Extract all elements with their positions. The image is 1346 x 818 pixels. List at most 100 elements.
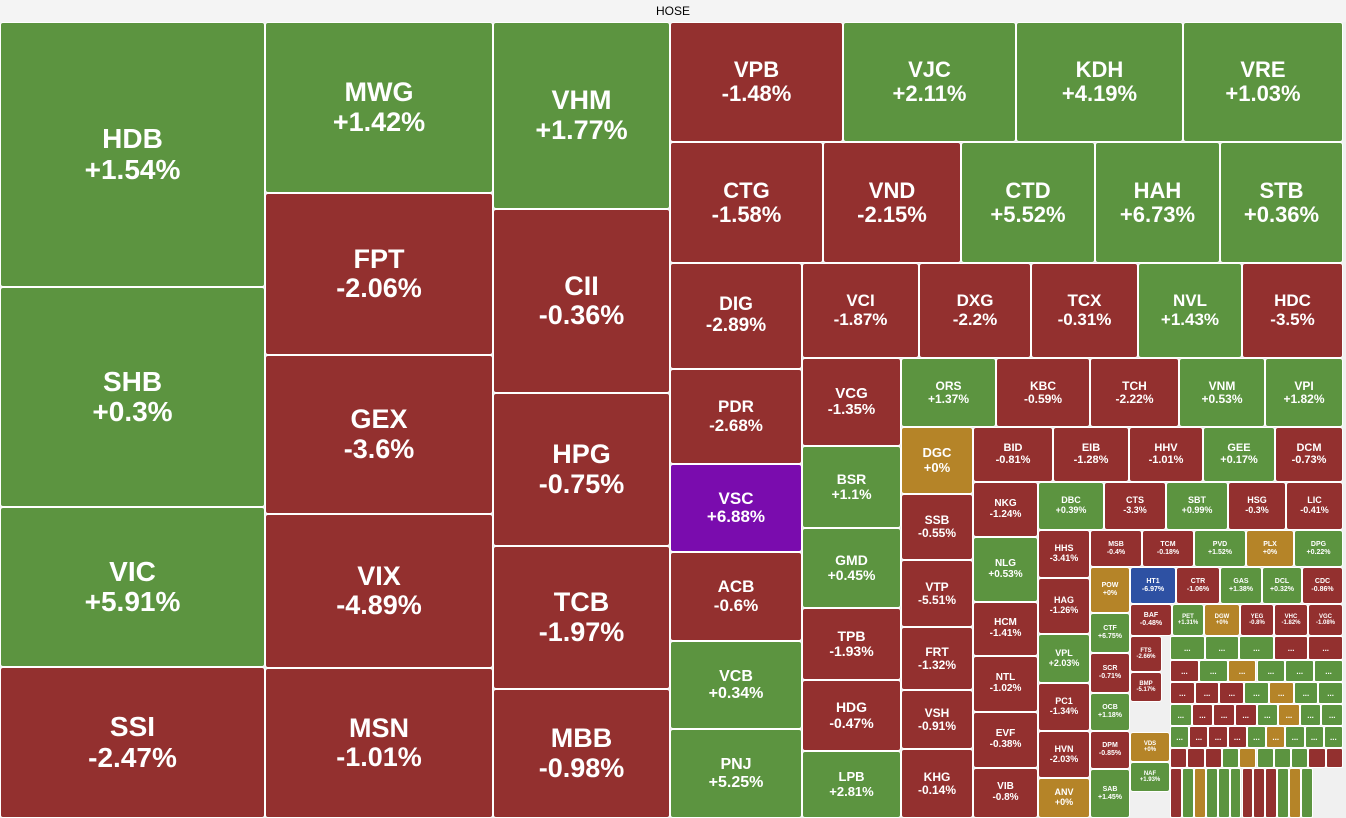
stock-tile-small[interactable] <box>1241 768 1254 818</box>
stock-tile-hah[interactable]: HAH +6.73% <box>1095 142 1220 263</box>
stock-tile-small[interactable]: ... <box>1219 682 1245 704</box>
stock-tile-small[interactable]: ... <box>1191 704 1214 726</box>
stock-tile-ors[interactable]: ORS +1.37% <box>901 358 996 427</box>
stock-tile-small[interactable]: ... <box>1308 636 1343 660</box>
stock-tile-vic[interactable]: VIC +5.91% <box>0 507 265 667</box>
stock-tile-vtp[interactable]: VTP -5.51% <box>901 560 973 627</box>
stock-tile-lic[interactable]: LIC -0.41% <box>1286 482 1343 530</box>
stock-tile-small[interactable]: ... <box>1278 704 1300 726</box>
stock-tile-small[interactable]: ... <box>1299 704 1322 726</box>
stock-tile-khg[interactable]: KHG -0.14% <box>901 749 973 818</box>
stock-tile-nkg[interactable]: NKG -1.24% <box>973 482 1038 537</box>
stock-tile-hvn[interactable]: HVN -2.03% <box>1038 731 1090 778</box>
stock-tile-naf[interactable]: NAF +1.93% <box>1130 762 1170 792</box>
stock-tile-small[interactable] <box>1253 768 1266 818</box>
stock-tile-small[interactable]: ... <box>1208 726 1228 748</box>
stock-tile-frt[interactable]: FRT -1.32% <box>901 627 973 690</box>
stock-tile-dcl[interactable]: DCL +0.32% <box>1262 567 1302 604</box>
stock-tile-ctg[interactable]: CTG -1.58% <box>670 142 823 263</box>
stock-tile-small[interactable]: ... <box>1285 726 1305 748</box>
stock-tile-nlg[interactable]: NLG +0.53% <box>973 537 1038 602</box>
stock-tile-small[interactable]: ... <box>1204 636 1240 660</box>
stock-tile-tcm[interactable]: TCM -0.18% <box>1142 530 1194 567</box>
stock-tile-sbt[interactable]: SBT +0.99% <box>1166 482 1228 530</box>
stock-tile-small[interactable]: ... <box>1246 726 1267 748</box>
stock-tile-gmd[interactable]: GMD +0.45% <box>802 528 901 608</box>
stock-tile-small[interactable] <box>1170 768 1182 818</box>
stock-tile-hdc[interactable]: HDC -3.5% <box>1242 263 1343 358</box>
stock-tile-gee[interactable]: GEE +0.17% <box>1203 427 1275 482</box>
stock-tile-hcm[interactable]: HCM -1.41% <box>973 602 1038 656</box>
stock-tile-hhv[interactable]: HHV -1.01% <box>1129 427 1203 482</box>
stock-tile-small[interactable]: ... <box>1189 726 1209 748</box>
stock-tile-sab[interactable]: SAB +1.45% <box>1090 769 1130 818</box>
stock-tile-small[interactable]: ... <box>1194 682 1220 704</box>
stock-tile-anv[interactable]: ANV +0% <box>1038 778 1090 818</box>
stock-tile-scr[interactable]: SCR -0.71% <box>1090 653 1130 693</box>
stock-tile-small[interactable]: ... <box>1170 660 1199 682</box>
stock-tile-small[interactable]: ... <box>1239 636 1274 660</box>
stock-tile-bsr[interactable]: BSR +1.1% <box>802 446 901 528</box>
stock-tile-ocb[interactable]: OCB +1.18% <box>1090 693 1130 731</box>
stock-tile-ctr[interactable]: CTR -1.06% <box>1176 567 1220 604</box>
stock-tile-vsh[interactable]: VSH -0.91% <box>901 690 973 749</box>
stock-tile-small[interactable] <box>1301 768 1313 818</box>
stock-tile-hpg[interactable]: HPG -0.75% <box>493 393 670 546</box>
stock-tile-yeg[interactable]: YEG -0.8% <box>1240 604 1274 636</box>
stock-tile-small[interactable] <box>1308 748 1326 768</box>
stock-tile-cdc[interactable]: CDC -0.86% <box>1302 567 1343 604</box>
stock-tile-small[interactable] <box>1256 748 1274 768</box>
stock-tile-dcm[interactable]: DCM -0.73% <box>1275 427 1343 482</box>
stock-tile-hdg[interactable]: HDG -0.47% <box>802 680 901 751</box>
stock-tile-vcg[interactable]: VCG -1.35% <box>802 358 901 446</box>
stock-tile-small[interactable]: ... <box>1170 682 1195 704</box>
stock-tile-gex[interactable]: GEX -3.6% <box>265 355 493 514</box>
stock-tile-msb[interactable]: MSB -0.4% <box>1090 530 1142 567</box>
stock-tile-kdh[interactable]: KDH +4.19% <box>1016 22 1183 142</box>
stock-tile-dig[interactable]: DIG -2.89% <box>670 263 802 369</box>
stock-tile-hag[interactable]: HAG -1.26% <box>1038 578 1090 634</box>
stock-tile-tcx[interactable]: TCX -0.31% <box>1031 263 1138 358</box>
stock-tile-small[interactable]: ... <box>1293 682 1319 704</box>
stock-tile-tch[interactable]: TCH -2.22% <box>1090 358 1179 427</box>
stock-tile-small[interactable] <box>1170 748 1188 768</box>
stock-tile-small[interactable] <box>1325 748 1343 768</box>
stock-tile-shb[interactable]: SHB +0.3% <box>0 287 265 507</box>
stock-tile-mbb[interactable]: MBB -0.98% <box>493 689 670 818</box>
stock-tile-dxg[interactable]: DXG -2.2% <box>919 263 1031 358</box>
stock-tile-small[interactable] <box>1277 768 1290 818</box>
stock-tile-vsc[interactable]: VSC +6.88% <box>670 464 802 552</box>
stock-tile-vjc[interactable]: VJC +2.11% <box>843 22 1016 142</box>
stock-tile-vnd[interactable]: VND -2.15% <box>823 142 961 263</box>
stock-tile-bmp[interactable]: BMP -5.17% <box>1130 672 1162 702</box>
stock-tile-small[interactable]: ... <box>1213 704 1235 726</box>
stock-tile-small[interactable]: ... <box>1170 726 1190 748</box>
stock-tile-plx[interactable]: PLX +0% <box>1246 530 1294 567</box>
stock-tile-small[interactable] <box>1273 748 1292 768</box>
stock-tile-lpb[interactable]: LPB +2.81% <box>802 751 901 818</box>
stock-tile-ht1[interactable]: HT1 -6.97% <box>1130 567 1176 604</box>
stock-tile-pdr[interactable]: PDR -2.68% <box>670 369 802 464</box>
stock-tile-small[interactable] <box>1187 748 1205 768</box>
stock-tile-pvd[interactable]: PVD +1.52% <box>1194 530 1246 567</box>
stock-tile-small[interactable]: ... <box>1244 682 1269 704</box>
stock-tile-small[interactable]: ... <box>1266 726 1286 748</box>
stock-tile-ctd[interactable]: CTD +5.52% <box>961 142 1095 263</box>
stock-tile-ssi[interactable]: SSI -2.47% <box>0 667 265 818</box>
stock-tile-vib[interactable]: VIB -0.8% <box>973 768 1038 818</box>
stock-tile-hdb[interactable]: HDB +1.54% <box>0 22 265 287</box>
stock-tile-small[interactable]: ... <box>1304 726 1324 748</box>
stock-tile-vix[interactable]: VIX -4.89% <box>265 514 493 668</box>
stock-tile-small[interactable]: ... <box>1273 636 1309 660</box>
stock-tile-dbc[interactable]: DBC +0.39% <box>1038 482 1104 530</box>
stock-tile-small[interactable] <box>1239 748 1257 768</box>
stock-tile-pnj[interactable]: PNJ +5.25% <box>670 729 802 818</box>
stock-tile-small[interactable] <box>1204 748 1222 768</box>
stock-tile-vds[interactable]: VDS +0% <box>1130 732 1170 762</box>
stock-tile-vpi[interactable]: VPI +1.82% <box>1265 358 1343 427</box>
stock-tile-dpm[interactable]: DPM -0.85% <box>1090 731 1130 769</box>
stock-tile-vnm[interactable]: VNM +0.53% <box>1179 358 1265 427</box>
stock-tile-small[interactable] <box>1291 748 1309 768</box>
stock-tile-small[interactable]: ... <box>1323 726 1343 748</box>
stock-tile-vre[interactable]: VRE +1.03% <box>1183 22 1343 142</box>
